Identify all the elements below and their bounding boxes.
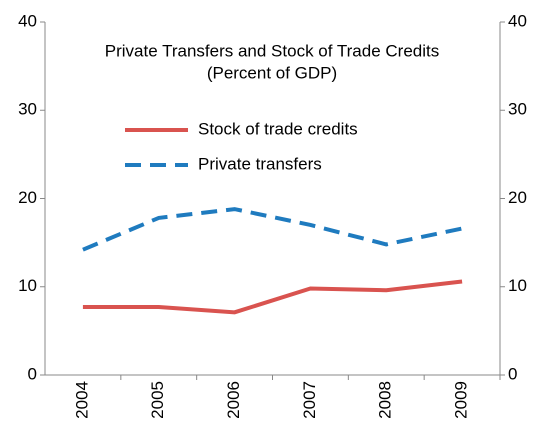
x-tick-label: 2006 <box>224 381 243 419</box>
y2-tick-label: 30 <box>508 100 527 119</box>
x-tick-label: 2005 <box>148 381 167 419</box>
y2-tick-label: 10 <box>508 276 527 295</box>
legend-label: Private transfers <box>198 154 322 173</box>
y-tick-label: 40 <box>18 11 37 30</box>
y2-tick-label: 40 <box>508 11 527 30</box>
series-line <box>82 279 463 315</box>
y2-tick-label: 20 <box>508 188 527 207</box>
x-tick-label: 2004 <box>72 381 91 419</box>
chart-title: Private Transfers and Stock of Trade Cre… <box>105 41 439 60</box>
y-tick-label: 30 <box>18 100 37 119</box>
y-tick-label: 10 <box>18 276 37 295</box>
x-tick-label: 2007 <box>300 381 319 419</box>
x-tick-label: 2008 <box>376 381 395 419</box>
y2-tick-label: 0 <box>508 364 517 383</box>
legend-label: Stock of trade credits <box>198 119 358 138</box>
chart-subtitle: (Percent of GDP) <box>207 63 337 82</box>
series-line <box>82 207 463 252</box>
y-tick-label: 0 <box>28 364 37 383</box>
x-tick-label: 2009 <box>452 381 471 419</box>
y-tick-label: 20 <box>18 188 37 207</box>
